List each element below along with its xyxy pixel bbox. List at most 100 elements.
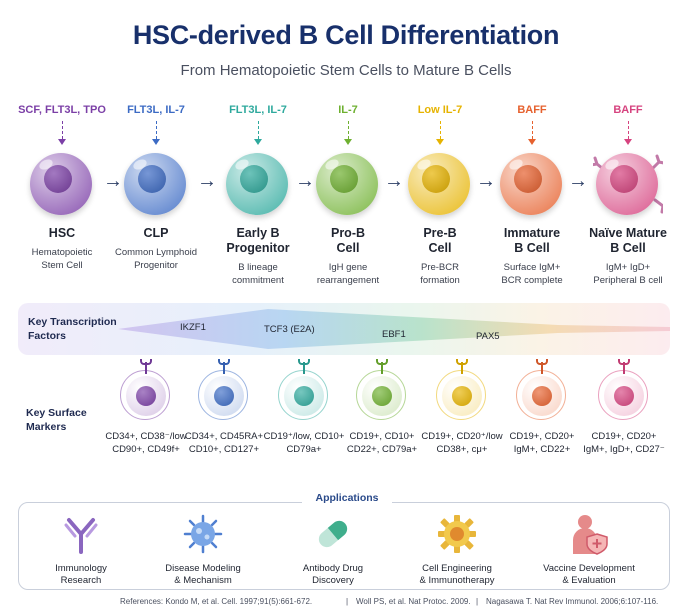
factor-dashed-line (627, 121, 629, 139)
progression-arrow-icon: → (197, 170, 217, 192)
cell-illustration (313, 150, 383, 220)
reference-divider: | (346, 597, 349, 606)
tf-wedge-shape (118, 309, 670, 349)
factor-arrowhead (436, 139, 444, 145)
stage-description: Surface IgM+ BCR complete (501, 262, 563, 286)
cell-illustration (497, 150, 567, 220)
receptor-stem-icon (223, 362, 225, 374)
progression-arrow-icon: → (476, 170, 496, 192)
stage-description: IgM+ IgD+ Peripheral B cell (593, 262, 663, 286)
app-immunology-research: Immunology Research (26, 512, 136, 587)
stage-factor: BAFF (517, 104, 547, 116)
cell-illustration (223, 150, 293, 220)
factor-arrowhead (624, 139, 632, 145)
marker-hsc: CD34+, CD38⁻/low CD90+, CD49f+ (96, 359, 196, 456)
marker-early-b: CD19⁺/low, CD10+ CD79a+ (254, 359, 354, 456)
app-label: Antibody Drug Discovery (302, 563, 364, 586)
stage-name: Pro-B Cell (330, 226, 366, 255)
page-subtitle: From Hematopoietic Stem Cells to Mature … (180, 62, 512, 79)
cell-illustration (121, 150, 191, 220)
applications-title: Applications (302, 492, 392, 504)
app-label: Cell Engineering & Immunotherapy (419, 563, 495, 586)
receptor-fork-icon (298, 359, 310, 365)
receptor-stem-icon (381, 362, 383, 374)
progression-arrow-icon: → (295, 170, 315, 192)
factor-arrowhead (528, 139, 536, 145)
tf-pax5: PAX5 (476, 331, 500, 342)
factor-dashed-line (61, 121, 63, 139)
factor-dashed-line (347, 121, 349, 139)
marker-cell-icon (516, 359, 566, 420)
marker-naive-mature-b: CD19+, CD20+ IgM+, IgD+, CD27⁻ (574, 359, 674, 456)
marker-clp: CD34+, CD45RA+ CD10+, CD127+ (174, 359, 274, 456)
cell-illustration (593, 150, 663, 220)
receptor-fork-icon (536, 359, 548, 365)
reference-3: Nagasawa T. Nat Rev Immunol. 2006;6:107-… (486, 597, 659, 606)
app-cell-engineering: Cell Engineering & Immunotherapy (402, 512, 512, 587)
marker-cell-icon (198, 359, 248, 420)
stage-pre-b-cell: Low IL-7 Pre-B Cell Pre-BCR formation (392, 104, 488, 287)
marker-cell-icon (356, 359, 406, 420)
marker-text: CD34+, CD45RA+ CD10+, CD127+ (184, 431, 264, 455)
virus-icon (183, 514, 223, 554)
stage-factor: BAFF (613, 104, 643, 116)
stage-naive-mature-b-cell: BAFF Naïve Mature B Cell IgM+ IgD+ Perip… (580, 104, 676, 287)
receptor-stem-icon (303, 362, 305, 374)
tf-tcf3: TCF3 (E2A) (264, 324, 315, 335)
cell-illustration (27, 150, 97, 220)
capsule-icon (318, 520, 348, 548)
app-label: Disease Modeling & Mechanism (165, 563, 241, 586)
transcription-factors-label: Key Transcription Factors (28, 316, 117, 342)
factor-arrowhead (254, 139, 262, 145)
marker-text: CD19⁺/low, CD10+ CD79a+ (263, 431, 345, 455)
marker-cell-icon (120, 359, 170, 420)
reference-2: Woll PS, et al. Nat Protoc. 2009. (356, 597, 471, 606)
surface-markers-label: Key Surface Markers (26, 407, 87, 433)
receptor-stem-icon (541, 362, 543, 374)
marker-cell-icon (278, 359, 328, 420)
stage-hsc: SCF, FLT3L, TPO HSC Hematopoietic Stem C… (14, 104, 110, 272)
page-title: HSC-derived B Cell Differentiation (132, 20, 560, 50)
reference-divider: | (476, 597, 479, 606)
marker-text: CD34+, CD38⁻/low CD90+, CD49f+ (105, 431, 187, 455)
transcription-factor-band (18, 303, 670, 355)
marker-immature-b: CD19+, CD20+ IgM+, CD22+ (492, 359, 592, 456)
app-antibody-drug-discovery: Antibody Drug Discovery (278, 512, 388, 587)
stage-name: Early B Progenitor (226, 226, 290, 255)
receptor-stem-icon (461, 362, 463, 374)
stage-early-b-progenitor: FLT3L, IL-7 Early B Progenitor B lineage… (210, 104, 306, 287)
stage-description: Hematopoietic Stem Cell (31, 247, 93, 271)
stage-name: HSC (48, 226, 76, 240)
factor-dashed-line (531, 121, 533, 139)
marker-cell-icon (436, 359, 486, 420)
factor-dashed-line (257, 121, 259, 139)
app-vaccine-development: Vaccine Development & Evaluation (534, 512, 644, 587)
stage-name: Immature B Cell (503, 226, 561, 255)
receptor-fork-icon (456, 359, 468, 365)
person-shield-icon (573, 515, 608, 555)
stage-factor: FLT3L, IL-7 (127, 104, 185, 116)
stage-description: IgH gene rearrangement (316, 262, 380, 286)
stage-description: B lineage commitment (232, 262, 284, 286)
stage-factor: Low IL-7 (417, 104, 463, 116)
receptor-stem-icon (623, 362, 625, 374)
progression-arrow-icon: → (384, 170, 404, 192)
app-disease-modeling: Disease Modeling & Mechanism (148, 512, 258, 587)
receptor-fork-icon (218, 359, 230, 365)
factor-arrowhead (344, 139, 352, 145)
app-label: Immunology Research (55, 563, 107, 586)
factor-arrowhead (152, 139, 160, 145)
stage-pro-b-cell: IL-7 Pro-B Cell IgH gene rearrangement (300, 104, 396, 287)
marker-text: CD19+, CD20+ IgM+, IgD+, CD27⁻ (583, 431, 665, 455)
receptor-fork-icon (618, 359, 630, 365)
stage-factor: IL-7 (338, 104, 358, 116)
stage-factor: FLT3L, IL-7 (229, 104, 287, 116)
stage-name: Pre-B Cell (423, 226, 457, 255)
progression-arrow-icon: → (103, 170, 123, 192)
reference-1: References: Kondo M, et al. Cell. 1997;9… (120, 597, 313, 606)
antibody-icon (64, 518, 98, 554)
tf-ikzf1: IKZF1 (180, 322, 206, 333)
gear-cell-icon (438, 515, 476, 553)
stage-factor: SCF, FLT3L, TPO (18, 104, 106, 116)
stage-clp: FLT3L, IL-7 CLP Common Lymphoid Progenit… (108, 104, 204, 272)
